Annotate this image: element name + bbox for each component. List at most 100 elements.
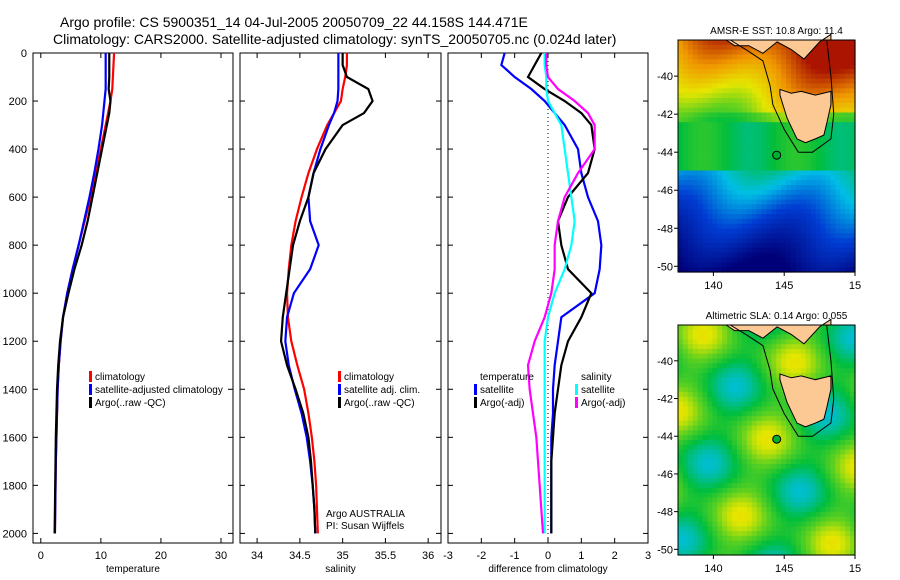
map-cell: [825, 550, 832, 556]
map-cell: [756, 141, 763, 147]
map-cell: [791, 156, 797, 162]
map-cell: [830, 243, 836, 249]
map-cell: [766, 156, 773, 162]
map-cell: [678, 69, 684, 75]
map-cell: [722, 372, 728, 379]
map-cell: [850, 392, 856, 398]
map-cell: [732, 175, 738, 181]
map-cell: [737, 487, 743, 494]
map-cell: [791, 473, 797, 479]
map-cell: [776, 102, 782, 109]
axes-box: [32, 52, 234, 544]
map-cell: [678, 540, 684, 547]
map-cell: [830, 454, 836, 460]
map-cell: [678, 233, 684, 239]
y-tick-label: -46: [657, 185, 673, 197]
map-cell: [820, 199, 827, 205]
map-cell: [692, 377, 699, 384]
map-cell: [682, 175, 689, 181]
map-cell: [796, 194, 802, 201]
map-cell: [815, 334, 822, 340]
map-cell: [702, 112, 709, 118]
map-cell: [810, 204, 817, 210]
map-cell: [845, 435, 851, 441]
legend-item-swatch: [575, 397, 578, 408]
map-cell: [845, 430, 851, 436]
map-cell: [746, 175, 753, 181]
map-cell: [717, 420, 723, 427]
map-cell: [712, 151, 718, 157]
map-cell: [840, 223, 846, 230]
map-cell: [722, 425, 728, 432]
map-cell: [751, 93, 758, 99]
map-cell: [692, 478, 699, 484]
map-cell: [756, 112, 763, 118]
map-cell: [835, 545, 841, 551]
map-cell: [776, 247, 782, 254]
map-cell: [678, 444, 684, 451]
map-cell: [766, 449, 773, 455]
map-cell: [741, 430, 748, 436]
map-cell: [741, 252, 748, 259]
map-cell: [756, 233, 763, 239]
map-cell: [825, 165, 832, 172]
map-cell: [761, 175, 768, 181]
map-cell: [771, 487, 777, 494]
map-cell: [727, 382, 733, 388]
map-cell: [835, 218, 841, 225]
map-cell: [766, 199, 773, 205]
map-cell: [800, 156, 807, 162]
map-cell: [697, 194, 704, 201]
map-cell: [697, 252, 704, 259]
map-cell: [727, 363, 733, 369]
map-cell: [781, 497, 787, 503]
map-cell: [805, 526, 812, 532]
map-cell: [727, 69, 733, 75]
map-cell: [810, 64, 817, 70]
map-cell: [732, 170, 738, 176]
map-cell: [761, 267, 768, 273]
map-cell: [732, 141, 738, 147]
map-cell: [722, 78, 728, 85]
map-cell: [766, 348, 773, 355]
map-cell: [845, 454, 851, 460]
map-cell: [741, 377, 748, 384]
map-cell: [781, 435, 787, 441]
map-cell: [820, 59, 827, 65]
map-cell: [800, 228, 807, 234]
map-cell: [717, 358, 723, 364]
map-cell: [717, 93, 723, 99]
map-cell: [756, 49, 763, 56]
map-cell: [727, 252, 733, 259]
map-cell: [835, 194, 841, 201]
map-axes-box: [677, 39, 856, 273]
map-cell: [771, 425, 777, 432]
map-cell: [776, 521, 782, 527]
map-cell: [810, 339, 817, 345]
map-cell: [737, 151, 743, 157]
map-cell: [791, 372, 797, 379]
map-cell: [786, 492, 792, 499]
map-cell: [722, 146, 728, 152]
map-cell: [727, 440, 733, 446]
x-tick-label: 3: [645, 550, 651, 562]
map-cell: [800, 146, 807, 152]
map-cell: [830, 344, 836, 350]
map-cell: [835, 392, 841, 398]
map-cell: [692, 247, 699, 254]
map-cell: [786, 468, 792, 475]
map-cell: [805, 550, 812, 556]
map-cell: [722, 420, 728, 427]
map-cell: [751, 243, 758, 249]
map-cell: [722, 339, 728, 345]
map-cell: [702, 136, 709, 143]
map-cell: [845, 88, 851, 94]
map-cell: [825, 209, 832, 215]
map-cell: [682, 463, 689, 470]
map-cell: [850, 54, 856, 60]
map-axes-box: [677, 324, 856, 556]
map-cell: [756, 440, 763, 446]
map-cell: [840, 83, 846, 89]
map-cell: [678, 435, 684, 441]
map-cell: [697, 545, 704, 551]
